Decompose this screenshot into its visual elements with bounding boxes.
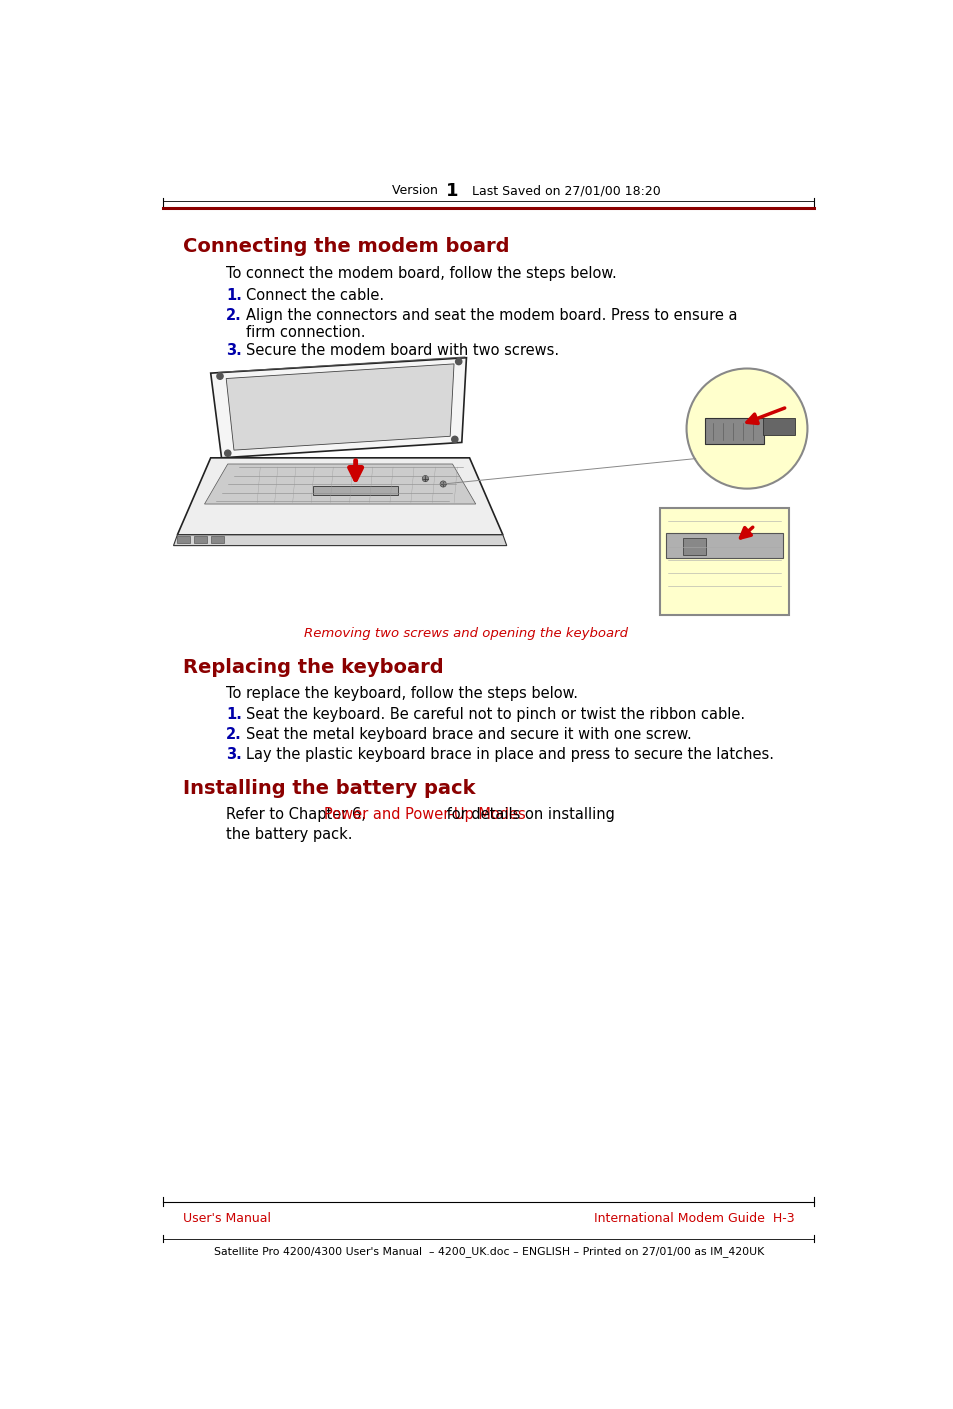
Polygon shape	[226, 364, 454, 449]
Circle shape	[686, 369, 806, 489]
Circle shape	[456, 358, 461, 365]
Text: Connecting the modem board: Connecting the modem board	[183, 237, 509, 256]
FancyBboxPatch shape	[177, 537, 190, 542]
Text: Seat the keyboard. Be careful not to pinch or twist the ribbon cable.: Seat the keyboard. Be careful not to pin…	[245, 706, 744, 721]
Text: 2.: 2.	[226, 727, 242, 743]
Text: 1.: 1.	[226, 287, 242, 303]
Polygon shape	[177, 458, 502, 535]
FancyBboxPatch shape	[704, 418, 763, 444]
Text: 1.: 1.	[226, 706, 242, 721]
Text: International Modem Guide  H-3: International Modem Guide H-3	[594, 1212, 794, 1226]
Text: Secure the modem board with two screws.: Secure the modem board with two screws.	[245, 344, 558, 358]
Polygon shape	[173, 535, 506, 545]
Circle shape	[439, 480, 446, 488]
Text: for details on installing: for details on installing	[442, 807, 615, 821]
Text: Lay the plastic keyboard brace in place and press to secure the latches.: Lay the plastic keyboard brace in place …	[245, 747, 773, 762]
FancyBboxPatch shape	[761, 418, 794, 435]
Text: 3.: 3.	[226, 344, 242, 358]
Text: Replacing the keyboard: Replacing the keyboard	[183, 658, 443, 678]
Text: User's Manual: User's Manual	[183, 1212, 271, 1226]
Text: Installing the battery pack: Installing the battery pack	[183, 779, 475, 799]
Text: the battery pack.: the battery pack.	[226, 827, 353, 843]
FancyBboxPatch shape	[313, 486, 397, 495]
FancyBboxPatch shape	[194, 537, 207, 542]
Text: To connect the modem board, follow the steps below.: To connect the modem board, follow the s…	[226, 266, 617, 282]
Circle shape	[422, 476, 428, 482]
Polygon shape	[204, 464, 476, 504]
Circle shape	[216, 373, 223, 379]
Text: Refer to Chapter 6,: Refer to Chapter 6,	[226, 807, 371, 821]
FancyBboxPatch shape	[659, 507, 788, 614]
Text: To replace the keyboard, follow the steps below.: To replace the keyboard, follow the step…	[226, 686, 578, 700]
Text: 2.: 2.	[226, 307, 242, 323]
Text: Version: Version	[392, 185, 446, 197]
Circle shape	[452, 437, 457, 442]
Text: Connect the cable.: Connect the cable.	[245, 287, 383, 303]
Text: 1: 1	[446, 182, 458, 200]
Text: Align the connectors and seat the modem board. Press to ensure a
firm connection: Align the connectors and seat the modem …	[245, 307, 737, 340]
Text: Removing two screws and opening the keyboard: Removing two screws and opening the keyb…	[303, 627, 627, 640]
Text: Seat the metal keyboard brace and secure it with one screw.: Seat the metal keyboard brace and secure…	[245, 727, 691, 743]
FancyBboxPatch shape	[682, 538, 705, 555]
FancyBboxPatch shape	[212, 537, 224, 542]
FancyBboxPatch shape	[666, 533, 781, 558]
Text: 3.: 3.	[226, 747, 242, 762]
Text: Last Saved on 27/01/00 18:20: Last Saved on 27/01/00 18:20	[459, 185, 660, 197]
Circle shape	[224, 449, 231, 457]
Polygon shape	[211, 358, 466, 458]
Text: Satellite Pro 4200/4300 User's Manual  – 4200_UK.doc – ENGLISH – Printed on 27/0: Satellite Pro 4200/4300 User's Manual – …	[213, 1247, 763, 1257]
Text: Power and Power-Up Modes: Power and Power-Up Modes	[324, 807, 526, 821]
